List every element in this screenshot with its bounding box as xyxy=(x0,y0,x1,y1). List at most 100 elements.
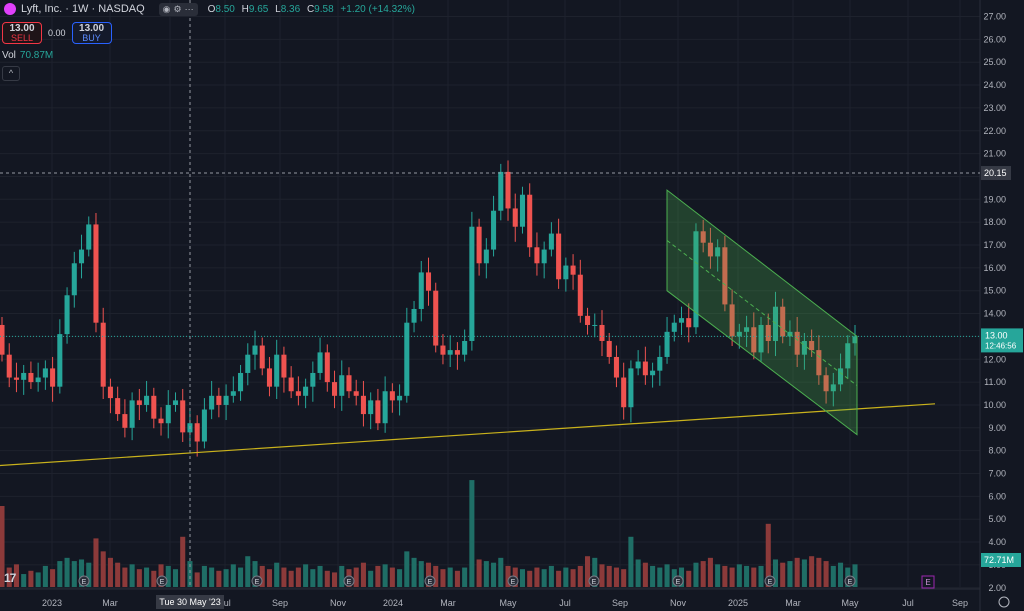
volume-bar xyxy=(100,551,106,587)
volume-bar xyxy=(823,561,829,587)
earnings-letter: E xyxy=(428,579,433,586)
change-value: +1.20 (+14.32%) xyxy=(340,3,415,15)
earnings-letter: E xyxy=(768,579,773,586)
volume-bar xyxy=(180,536,186,587)
candle-body xyxy=(397,395,403,401)
price-tick-label: 24.00 xyxy=(983,80,1006,90)
price-tick-label: 23.00 xyxy=(983,103,1006,113)
candle-body xyxy=(230,391,236,396)
candle-body xyxy=(693,231,699,328)
time-tick-label: Nov xyxy=(670,598,687,608)
volume-bar xyxy=(13,564,19,587)
candle-body xyxy=(433,290,439,346)
candle-body xyxy=(6,354,12,378)
candle-body xyxy=(165,404,171,424)
price-tick-label: 12.00 xyxy=(983,354,1006,364)
earnings-marker-icon xyxy=(343,575,355,587)
volume-bar xyxy=(35,572,41,587)
volume-bar xyxy=(772,559,779,587)
volume-bar xyxy=(295,567,301,587)
time-tick-label: Sep xyxy=(952,598,968,608)
earnings-letter: E xyxy=(592,579,597,586)
volume-bar xyxy=(621,569,627,587)
time-tick-label: Mar xyxy=(785,598,801,608)
volume-bar xyxy=(563,567,569,587)
volume-bar xyxy=(238,567,244,587)
earnings-marker-icon xyxy=(764,575,776,587)
last-price-badge xyxy=(981,328,1023,353)
candle-body xyxy=(50,368,56,387)
volume-bar xyxy=(613,567,619,587)
volume-bar xyxy=(736,564,742,587)
volume-bar xyxy=(599,564,605,587)
volume-bar xyxy=(375,565,381,587)
time-tick-label: Mar xyxy=(102,598,118,608)
sell-button[interactable]: 13.00 SELL xyxy=(2,22,42,44)
volume-bar xyxy=(816,557,822,587)
last-price-value: 13.00 xyxy=(985,330,1008,340)
price-tick-label: 2.00 xyxy=(988,583,1006,593)
volume-bar xyxy=(433,565,439,587)
candle-body xyxy=(115,398,121,415)
candle-body xyxy=(86,224,92,250)
candle-body xyxy=(606,340,612,357)
time-tick-label: Sep xyxy=(612,598,628,608)
volume-bar xyxy=(201,565,207,587)
candle-body xyxy=(498,171,504,211)
settings-icon[interactable]: ⚙ xyxy=(173,3,182,14)
volume-bar xyxy=(194,572,200,587)
eye-icon[interactable]: ◉ xyxy=(162,3,171,14)
candle-body xyxy=(288,377,294,392)
candle-body xyxy=(563,265,569,280)
volume-bar xyxy=(324,570,330,587)
volume-bar xyxy=(64,557,70,587)
candle-body xyxy=(180,400,186,433)
volume-bar xyxy=(86,562,92,587)
candle-body xyxy=(794,331,800,355)
volume-bar xyxy=(758,565,764,587)
candle-body xyxy=(209,395,215,410)
candle-body xyxy=(418,272,424,309)
volume-bar xyxy=(230,564,236,587)
volume-bar xyxy=(78,559,85,587)
future-earnings-letter: E xyxy=(925,578,930,587)
candle-body xyxy=(158,418,164,424)
tradingview-logo-icon[interactable]: 17 xyxy=(4,571,16,585)
candle-body xyxy=(339,375,345,396)
volume-bar xyxy=(765,523,771,587)
axis-settings-icon xyxy=(998,596,1010,608)
candle-body xyxy=(765,324,771,341)
collapse-legend-icon[interactable]: ^ xyxy=(2,66,20,81)
candle-body xyxy=(28,372,34,383)
candle-body xyxy=(64,295,70,335)
buy-button[interactable]: 13.00 BUY xyxy=(71,22,112,44)
time-tick-label: 2025 xyxy=(728,598,748,608)
legend-controls[interactable]: ◉ ⚙ ⋯ xyxy=(158,2,198,16)
price-tick-label: 14.00 xyxy=(983,309,1006,319)
more-icon[interactable]: ⋯ xyxy=(184,3,194,14)
symbol-title[interactable]: Lyft, Inc. · 1W · NASDAQ xyxy=(21,3,145,15)
time-tick-label: May xyxy=(499,598,517,608)
candle-body xyxy=(556,233,562,280)
price-tick-label: 17.00 xyxy=(983,240,1006,250)
volume-bar xyxy=(830,565,836,587)
volume-bar xyxy=(187,561,193,587)
crosshair-price-label: 20.15 xyxy=(984,168,1007,178)
volume-bar xyxy=(42,565,48,587)
earnings-letter: E xyxy=(848,579,853,586)
candle-body xyxy=(310,372,316,387)
volume-bar xyxy=(339,565,345,587)
earnings-marker-icon xyxy=(251,575,263,587)
candle-body xyxy=(585,315,591,325)
candle-body xyxy=(671,322,677,332)
volume-bar xyxy=(505,565,511,587)
trade-buttons: 13.00 SELL 0.00 13.00 BUY xyxy=(2,22,112,44)
volume-bar xyxy=(0,506,5,587)
price-tick-label: 22.00 xyxy=(983,126,1006,136)
candle-body xyxy=(845,343,851,369)
time-tick-label: 2023 xyxy=(42,598,62,608)
volume-bar xyxy=(585,556,591,587)
earnings-marker-icon xyxy=(424,575,436,587)
volume-bar xyxy=(801,559,807,587)
